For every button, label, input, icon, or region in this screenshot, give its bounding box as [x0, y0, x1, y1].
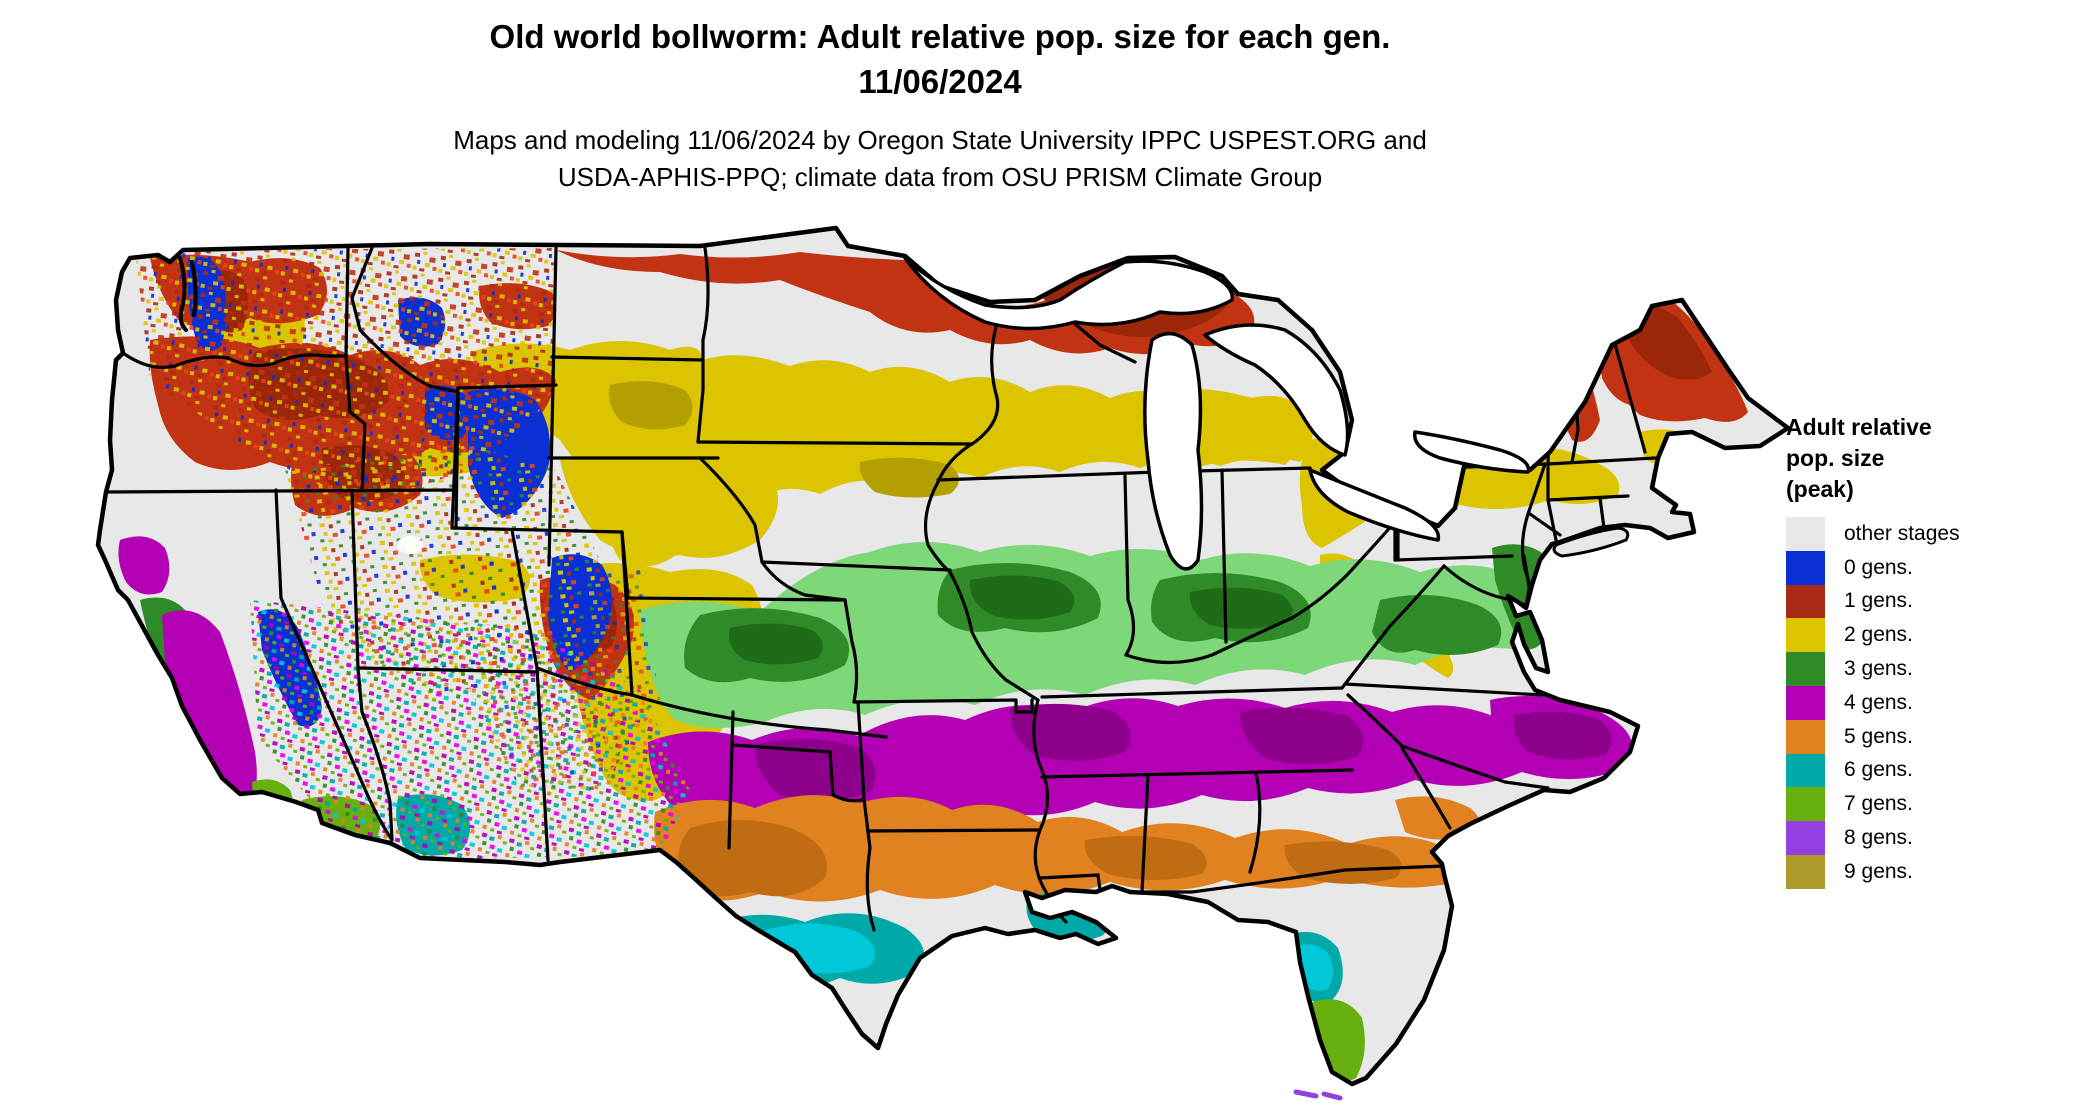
legend-swatch-4-gens	[1786, 685, 1825, 720]
legend-label: other stages	[1844, 521, 1960, 545]
attribution-line-2: USDA-APHIS-PPQ; climate data from OSU PR…	[557, 162, 1323, 192]
legend-label: 7 gens.	[1844, 792, 1913, 816]
legend-label: 1 gens.	[1844, 589, 1913, 613]
lake-michigan	[1143, 331, 1204, 571]
legend-swatch-9-gens	[1786, 854, 1825, 889]
legend-row: 9 gens.	[1786, 854, 2086, 889]
legend-row: 4 gens.	[1786, 685, 2086, 720]
legend-row: 5 gens.	[1786, 719, 2086, 754]
legend-row: 0 gens.	[1786, 550, 2086, 585]
subtitle-block: Maps and modeling 11/06/2024 by Oregon S…	[0, 122, 1880, 196]
legend-title: Adult relative pop. size (peak)	[1786, 414, 1932, 502]
lake-ontario	[1412, 430, 1531, 474]
long-island	[1552, 526, 1630, 558]
legend-row: 6 gens.	[1786, 753, 2086, 788]
us-outline	[95, 225, 1791, 1087]
legend-label: 6 gens.	[1844, 758, 1913, 782]
attribution-line-1: Maps and modeling 11/06/2024 by Oregon S…	[453, 125, 1427, 155]
legend-swatch-8-gens	[1786, 821, 1825, 855]
legend-swatch-1-gens	[1786, 584, 1825, 619]
florida-keys	[1293, 1089, 1343, 1101]
legend-swatch-3-gens	[1786, 652, 1825, 686]
puget-sound	[178, 256, 198, 332]
legend-label: 9 gens.	[1844, 859, 1913, 883]
legend-swatch-7-gens	[1786, 787, 1825, 822]
legend-row: other stages	[1786, 517, 2086, 551]
map-date: 11/06/2024	[858, 63, 1022, 100]
legend-label: 5 gens.	[1844, 724, 1913, 748]
legend-row: 1 gens.	[1786, 584, 2086, 619]
legend-label: 8 gens.	[1844, 826, 1913, 850]
legend-label: 0 gens.	[1844, 555, 1913, 579]
legend-label: 4 gens.	[1844, 690, 1913, 714]
lake-huron	[1203, 323, 1350, 457]
legend-swatch-2-gens	[1786, 618, 1825, 653]
legend-swatch-6-gens	[1786, 753, 1825, 788]
title-block: Old world bollworm: Adult relative pop. …	[0, 14, 1880, 104]
map-title: Old world bollworm: Adult relative pop. …	[489, 18, 1391, 55]
legend-rows: other stages 0 gens. 1 gens. 2 gens. 3 g…	[1786, 517, 2086, 889]
legend-row: 8 gens.	[1786, 821, 2086, 855]
legend-swatch-0-gens	[1786, 550, 1825, 585]
legend-swatch-5-gens	[1786, 719, 1825, 754]
lake-erie	[1308, 468, 1441, 542]
legend-row: 3 gens.	[1786, 652, 2086, 686]
lake-superior	[903, 256, 1234, 331]
legend: Adult relative pop. size (peak) other st…	[1786, 412, 2086, 889]
legend-label: 2 gens.	[1844, 623, 1913, 647]
great-lakes	[903, 256, 1531, 571]
legend-label: 3 gens.	[1844, 657, 1913, 681]
legend-row: 7 gens.	[1786, 787, 2086, 822]
legend-swatch-other-stages	[1786, 517, 1825, 551]
legend-row: 2 gens.	[1786, 618, 2086, 653]
